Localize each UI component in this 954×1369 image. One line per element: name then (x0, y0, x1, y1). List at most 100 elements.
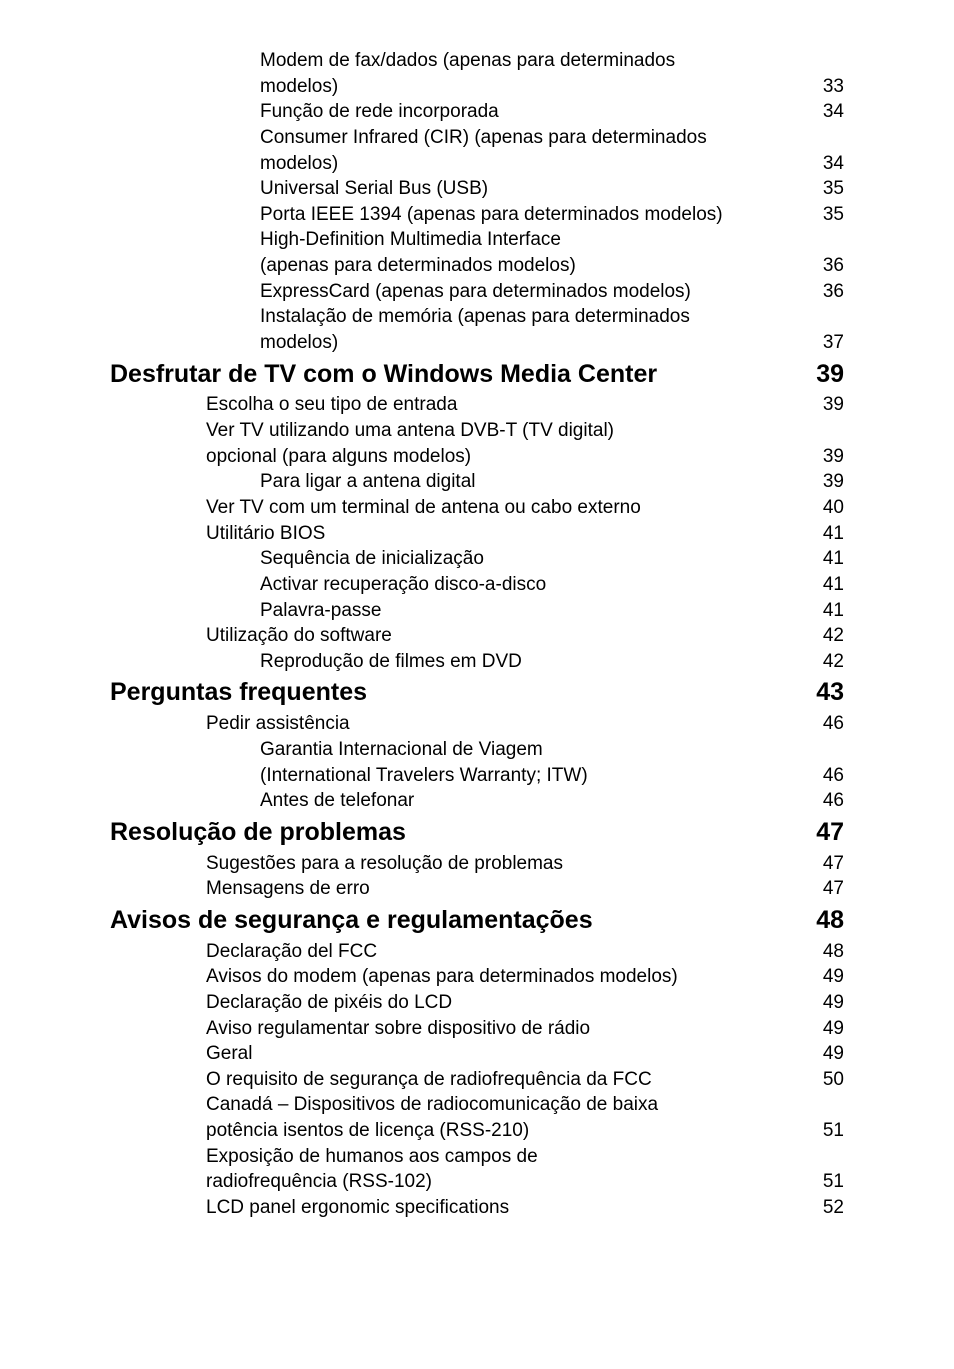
toc-entry-page: 36 (806, 253, 844, 279)
toc-entry[interactable]: Utilitário BIOS41 (110, 521, 844, 547)
toc-entry-page: 34 (806, 99, 844, 125)
toc-entry[interactable]: Avisos de segurança e regulamentações48 (110, 904, 844, 938)
toc-entry-page: 41 (806, 546, 844, 572)
toc-entry-page: 47 (794, 816, 844, 850)
toc-entry-label: Declaração de pixéis do LCD (110, 990, 806, 1016)
toc-entry[interactable]: opcional (para alguns modelos)39 (110, 444, 844, 470)
toc-entry[interactable]: Sequência de inicialização41 (110, 546, 844, 572)
toc-entry-label: (International Travelers Warranty; ITW) (110, 763, 806, 789)
toc-entry[interactable]: Activar recuperação disco-a-disco41 (110, 572, 844, 598)
toc-entry[interactable]: Avisos do modem (apenas para determinado… (110, 964, 844, 990)
toc-entry-label: opcional (para alguns modelos) (110, 444, 806, 470)
toc-entry[interactable]: modelos)34 (110, 151, 844, 177)
toc-entry[interactable]: Ver TV com um terminal de antena ou cabo… (110, 495, 844, 521)
toc-entry[interactable]: Sugestões para a resolução de problemas4… (110, 851, 844, 877)
toc-entry-label: modelos) (110, 151, 806, 177)
toc-entry-label: potência isentos de licença (RSS-210) (110, 1118, 806, 1144)
toc-entry[interactable]: LCD panel ergonomic specifications52 (110, 1195, 844, 1221)
toc-entry-label: Pedir assistência (110, 711, 806, 737)
toc-entry-page: 49 (806, 1041, 844, 1067)
toc-entry[interactable]: Mensagens de erro47 (110, 876, 844, 902)
toc-entry-label: LCD panel ergonomic specifications (110, 1195, 806, 1221)
toc-entry[interactable]: Palavra-passe41 (110, 598, 844, 624)
toc-entry[interactable]: Função de rede incorporada34 (110, 99, 844, 125)
toc-entry[interactable]: Utilização do software42 (110, 623, 844, 649)
toc-entry[interactable]: Canadá – Dispositivos de radiocomunicaçã… (110, 1092, 844, 1118)
toc-entry-page: 51 (806, 1118, 844, 1144)
toc-entry-page: 50 (806, 1067, 844, 1093)
toc-entry-page: 49 (806, 1016, 844, 1042)
toc-entry[interactable]: High-Definition Multimedia Interface (110, 227, 844, 253)
toc-entry[interactable]: Porta IEEE 1394 (apenas para determinado… (110, 202, 844, 228)
toc-entry-page: 42 (806, 649, 844, 675)
toc-entry-label: Reprodução de filmes em DVD (110, 649, 806, 675)
toc-entry[interactable]: Declaração del FCC48 (110, 939, 844, 965)
toc-entry-label: Desfrutar de TV com o Windows Media Cent… (110, 358, 794, 392)
toc-entry-label: Consumer Infrared (CIR) (apenas para det… (110, 125, 806, 151)
toc-entry-label: Função de rede incorporada (110, 99, 806, 125)
toc-entry[interactable]: Instalação de memória (apenas para deter… (110, 304, 844, 330)
toc-entry-label: Canadá – Dispositivos de radiocomunicaçã… (110, 1092, 806, 1118)
toc-entry-label: Porta IEEE 1394 (apenas para determinado… (110, 202, 806, 228)
toc-entry-page: 41 (806, 598, 844, 624)
toc-entry-page: 39 (794, 358, 844, 392)
toc-entry-label: Declaração del FCC (110, 939, 806, 965)
toc-entry-label: Modem de fax/dados (apenas para determin… (110, 48, 806, 74)
toc-entry[interactable]: Modem de fax/dados (apenas para determin… (110, 48, 844, 74)
toc-entry-page: 42 (806, 623, 844, 649)
toc-entry[interactable]: modelos)37 (110, 330, 844, 356)
toc-entry-label: Antes de telefonar (110, 788, 806, 814)
toc-entry[interactable]: Ver TV utilizando uma antena DVB-T (TV d… (110, 418, 844, 444)
toc-entry-page: 47 (806, 876, 844, 902)
toc-list: Modem de fax/dados (apenas para determin… (110, 48, 844, 1221)
toc-entry[interactable]: ExpressCard (apenas para determinados mo… (110, 279, 844, 305)
toc-entry-page: 39 (806, 392, 844, 418)
toc-entry-page: 40 (806, 495, 844, 521)
toc-entry-page: 41 (806, 572, 844, 598)
toc-entry[interactable]: Reprodução de filmes em DVD42 (110, 649, 844, 675)
toc-entry-label: Instalação de memória (apenas para deter… (110, 304, 806, 330)
toc-entry-label: modelos) (110, 74, 806, 100)
toc-entry-label: modelos) (110, 330, 806, 356)
toc-entry[interactable]: Resolução de problemas47 (110, 816, 844, 850)
toc-entry[interactable]: Consumer Infrared (CIR) (apenas para det… (110, 125, 844, 151)
toc-entry[interactable]: (apenas para determinados modelos)36 (110, 253, 844, 279)
toc-entry-label: radiofrequência (RSS-102) (110, 1169, 806, 1195)
toc-entry[interactable]: Declaração de pixéis do LCD49 (110, 990, 844, 1016)
toc-entry-label: Garantia Internacional de Viagem (110, 737, 806, 763)
toc-entry-page: 51 (806, 1169, 844, 1195)
toc-entry-label: Activar recuperação disco-a-disco (110, 572, 806, 598)
toc-entry-page: 39 (806, 469, 844, 495)
toc-entry[interactable]: (International Travelers Warranty; ITW)4… (110, 763, 844, 789)
toc-entry[interactable]: Geral49 (110, 1041, 844, 1067)
toc-entry-page: 52 (806, 1195, 844, 1221)
toc-entry-label: O requisito de segurança de radiofrequên… (110, 1067, 806, 1093)
toc-entry[interactable]: Perguntas frequentes43 (110, 676, 844, 710)
toc-entry-label: Utilitário BIOS (110, 521, 806, 547)
toc-entry-label: Universal Serial Bus (USB) (110, 176, 806, 202)
toc-entry[interactable]: Universal Serial Bus (USB)35 (110, 176, 844, 202)
toc-entry-page: 46 (806, 763, 844, 789)
toc-entry[interactable]: O requisito de segurança de radiofrequên… (110, 1067, 844, 1093)
toc-entry[interactable]: Garantia Internacional de Viagem (110, 737, 844, 763)
toc-entry-label: Palavra-passe (110, 598, 806, 624)
toc-entry-page: 34 (806, 151, 844, 177)
toc-entry[interactable]: Escolha o seu tipo de entrada39 (110, 392, 844, 418)
toc-entry[interactable]: Para ligar a antena digital39 (110, 469, 844, 495)
toc-entry[interactable]: radiofrequência (RSS-102)51 (110, 1169, 844, 1195)
toc-entry[interactable]: Antes de telefonar46 (110, 788, 844, 814)
toc-entry[interactable]: modelos)33 (110, 74, 844, 100)
toc-entry-page: 49 (806, 990, 844, 1016)
toc-entry[interactable]: potência isentos de licença (RSS-210)51 (110, 1118, 844, 1144)
toc-entry[interactable]: Exposição de humanos aos campos de (110, 1144, 844, 1170)
toc-entry[interactable]: Desfrutar de TV com o Windows Media Cent… (110, 358, 844, 392)
toc-entry-page: 48 (806, 939, 844, 965)
toc-entry-label: Sequência de inicialização (110, 546, 806, 572)
toc-entry-label: Geral (110, 1041, 806, 1067)
toc-entry-page: 49 (806, 964, 844, 990)
toc-entry-label: Utilização do software (110, 623, 806, 649)
toc-entry-page: 48 (794, 904, 844, 938)
toc-entry-label: High-Definition Multimedia Interface (110, 227, 806, 253)
toc-entry[interactable]: Pedir assistência46 (110, 711, 844, 737)
toc-entry[interactable]: Aviso regulamentar sobre dispositivo de … (110, 1016, 844, 1042)
